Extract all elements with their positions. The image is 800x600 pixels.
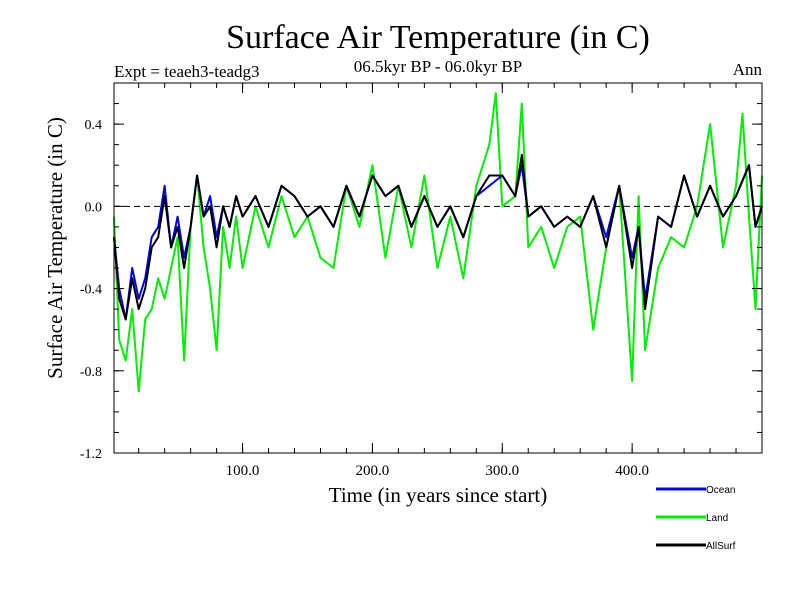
- y-tick-label: 0.0: [85, 200, 103, 215]
- x-tick-label: 200.0: [356, 463, 390, 479]
- x-tick-label: 400.0: [615, 463, 649, 479]
- plot-area: -1.2 -0.8 -0.4 0.0 0.4 100.0 200.0 300.0 400.0: [80, 82, 763, 479]
- y-tick-label: 0.4: [85, 118, 103, 133]
- legend-label-land: Land: [706, 513, 728, 524]
- season-label: Ann: [733, 60, 763, 79]
- x-axis-label: Time (in years since start): [329, 483, 548, 507]
- legend-label-ocean: Ocean: [706, 485, 735, 496]
- y-axis-label: Surface Air Temperature (in C): [43, 117, 67, 379]
- legend-label-allsurf: AllSurf: [706, 541, 736, 552]
- chart-title: Surface Air Temperature (in C): [226, 19, 650, 56]
- experiment-label: Expt = teaeh3-teadg3: [114, 62, 260, 81]
- series-line-allsurf: [113, 153, 763, 321]
- y-tick-label: -1.2: [80, 447, 102, 462]
- chart-subtitle: 06.5kyr BP - 06.0kyr BP: [354, 57, 522, 76]
- x-tick-label: 300.0: [485, 463, 519, 479]
- series-line-land: [113, 92, 763, 393]
- y-tick-label: -0.4: [80, 283, 102, 298]
- legend: Ocean Land AllSurf: [656, 485, 736, 552]
- y-tick-label: -0.8: [80, 365, 102, 380]
- x-tick-label: 100.0: [226, 463, 260, 479]
